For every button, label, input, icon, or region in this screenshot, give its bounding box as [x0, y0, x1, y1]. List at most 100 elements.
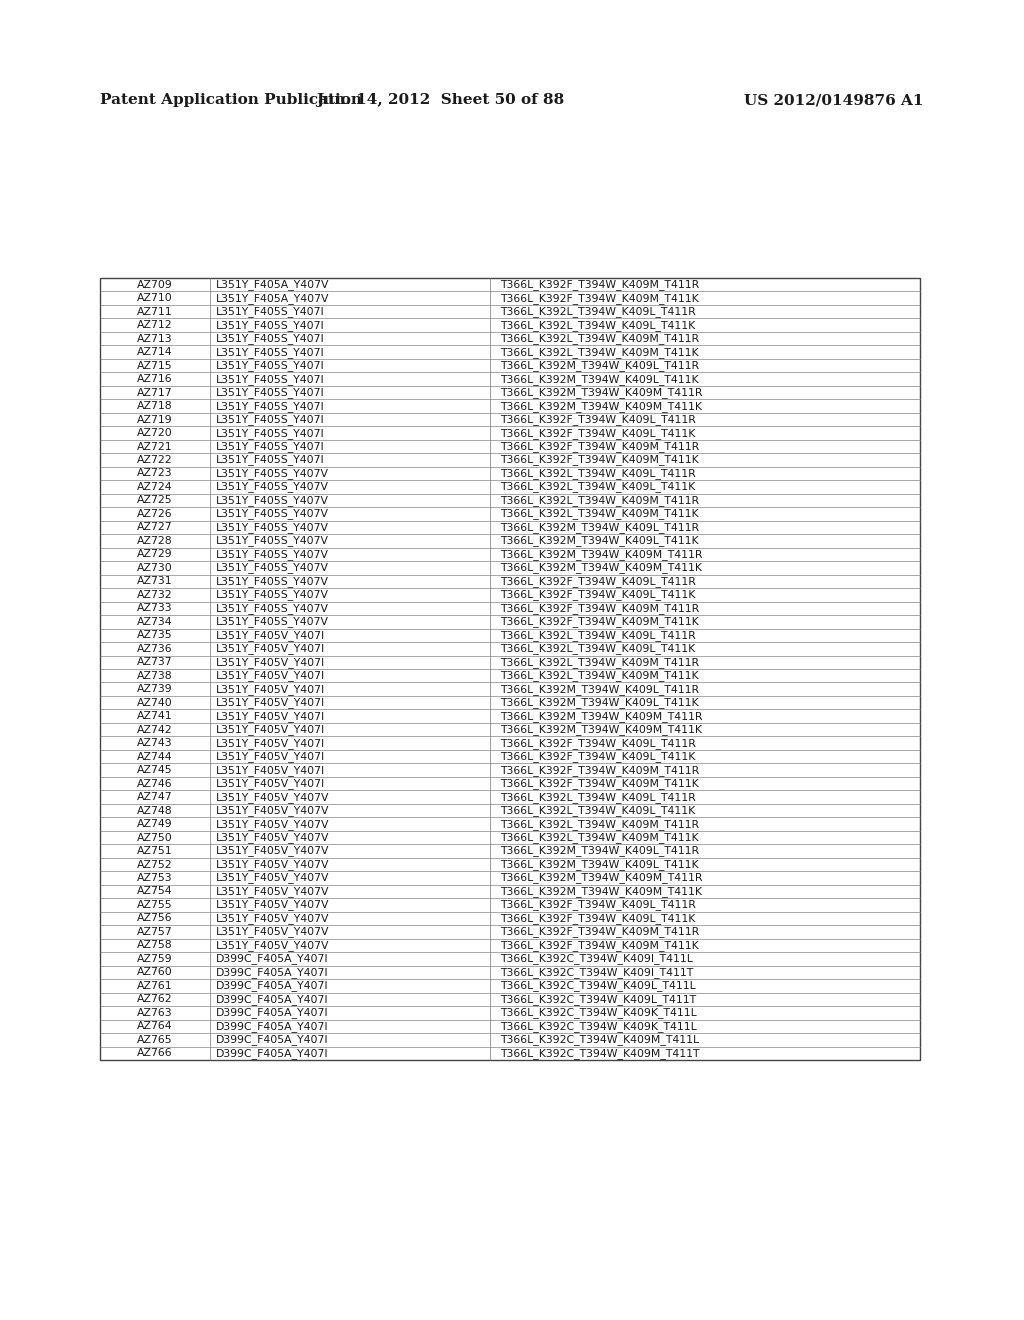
Text: L351Y_F405S_Y407I: L351Y_F405S_Y407I: [216, 306, 325, 317]
Text: L351Y_F405V_Y407I: L351Y_F405V_Y407I: [216, 710, 326, 722]
Text: L351Y_F405A_Y407V: L351Y_F405A_Y407V: [216, 293, 330, 304]
Text: L351Y_F405S_Y407V: L351Y_F405S_Y407V: [216, 508, 329, 519]
Text: T366L_K392C_T394W_K409K_T411L: T366L_K392C_T394W_K409K_T411L: [500, 1007, 696, 1018]
Text: T366L_K392F_T394W_K409L_T411K: T366L_K392F_T394W_K409L_T411K: [500, 913, 695, 924]
Text: L351Y_F405S_Y407V: L351Y_F405S_Y407V: [216, 536, 329, 546]
Bar: [100, 279, 920, 1060]
Text: T366L_K392C_T394W_K409M_T411T: T366L_K392C_T394W_K409M_T411T: [500, 1048, 699, 1059]
Text: AZ754: AZ754: [137, 887, 173, 896]
Text: L351Y_F405V_Y407I: L351Y_F405V_Y407I: [216, 684, 326, 694]
Text: T366L_K392F_T394W_K409L_T411K: T366L_K392F_T394W_K409L_T411K: [500, 751, 695, 762]
Text: AZ714: AZ714: [137, 347, 173, 358]
Text: Patent Application Publication: Patent Application Publication: [100, 92, 362, 107]
Text: T366L_K392L_T394W_K409M_T411R: T366L_K392L_T394W_K409M_T411R: [500, 495, 699, 506]
Text: L351Y_F405S_Y407I: L351Y_F405S_Y407I: [216, 360, 325, 371]
Text: L351Y_F405S_Y407I: L351Y_F405S_Y407I: [216, 333, 325, 345]
Text: AZ710: AZ710: [137, 293, 173, 304]
Text: AZ761: AZ761: [137, 981, 173, 991]
Text: AZ741: AZ741: [137, 711, 173, 721]
Text: D399C_F405A_Y407I: D399C_F405A_Y407I: [216, 1035, 329, 1045]
Text: AZ711: AZ711: [137, 306, 173, 317]
Text: T366L_K392F_T394W_K409M_T411K: T366L_K392F_T394W_K409M_T411K: [500, 616, 698, 627]
Text: T366L_K392L_T394W_K409L_T411K: T366L_K392L_T394W_K409L_T411K: [500, 643, 695, 655]
Text: AZ748: AZ748: [137, 805, 173, 816]
Text: T366L_K392C_T394W_K409L_T411T: T366L_K392C_T394W_K409L_T411T: [500, 994, 696, 1005]
Text: T366L_K392L_T394W_K409M_T411K: T366L_K392L_T394W_K409M_T411K: [500, 671, 698, 681]
Text: AZ740: AZ740: [137, 698, 173, 708]
Text: AZ719: AZ719: [137, 414, 173, 425]
Text: L351Y_F405V_Y407V: L351Y_F405V_Y407V: [216, 792, 330, 803]
Text: T366L_K392L_T394W_K409L_T411R: T366L_K392L_T394W_K409L_T411R: [500, 792, 695, 803]
Text: T366L_K392F_T394W_K409M_T411K: T366L_K392F_T394W_K409M_T411K: [500, 454, 698, 466]
Text: L351Y_F405S_Y407V: L351Y_F405S_Y407V: [216, 469, 329, 479]
Text: T366L_K392L_T394W_K409M_T411R: T366L_K392L_T394W_K409M_T411R: [500, 657, 699, 668]
Text: L351Y_F405V_Y407V: L351Y_F405V_Y407V: [216, 805, 330, 816]
Text: D399C_F405A_Y407I: D399C_F405A_Y407I: [216, 1048, 329, 1059]
Text: L351Y_F405S_Y407I: L351Y_F405S_Y407I: [216, 454, 325, 466]
Text: L351Y_F405V_Y407V: L351Y_F405V_Y407V: [216, 913, 330, 924]
Text: AZ724: AZ724: [137, 482, 173, 492]
Text: T366L_K392M_T394W_K409L_T411R: T366L_K392M_T394W_K409L_T411R: [500, 521, 699, 533]
Text: AZ751: AZ751: [137, 846, 173, 855]
Text: L351Y_F405S_Y407V: L351Y_F405S_Y407V: [216, 616, 329, 627]
Text: AZ730: AZ730: [137, 562, 173, 573]
Text: AZ722: AZ722: [137, 455, 173, 465]
Text: D399C_F405A_Y407I: D399C_F405A_Y407I: [216, 1007, 329, 1018]
Text: T366L_K392F_T394W_K409L_T411R: T366L_K392F_T394W_K409L_T411R: [500, 738, 696, 748]
Text: L351Y_F405V_Y407I: L351Y_F405V_Y407I: [216, 643, 326, 655]
Text: AZ743: AZ743: [137, 738, 173, 748]
Text: L351Y_F405V_Y407V: L351Y_F405V_Y407V: [216, 832, 330, 843]
Text: T366L_K392L_T394W_K409L_T411K: T366L_K392L_T394W_K409L_T411K: [500, 482, 695, 492]
Text: AZ729: AZ729: [137, 549, 173, 560]
Text: L351Y_F405V_Y407V: L351Y_F405V_Y407V: [216, 818, 330, 829]
Text: T366L_K392F_T394W_K409L_T411R: T366L_K392F_T394W_K409L_T411R: [500, 576, 696, 587]
Text: L351Y_F405A_Y407V: L351Y_F405A_Y407V: [216, 280, 330, 290]
Text: L351Y_F405S_Y407V: L351Y_F405S_Y407V: [216, 590, 329, 601]
Text: D399C_F405A_Y407I: D399C_F405A_Y407I: [216, 1020, 329, 1032]
Text: AZ712: AZ712: [137, 321, 173, 330]
Text: AZ757: AZ757: [137, 927, 173, 937]
Text: AZ737: AZ737: [137, 657, 173, 667]
Text: AZ721: AZ721: [137, 441, 173, 451]
Text: L351Y_F405V_Y407I: L351Y_F405V_Y407I: [216, 738, 326, 748]
Text: AZ742: AZ742: [137, 725, 173, 735]
Text: T366L_K392L_T394W_K409L_T411R: T366L_K392L_T394W_K409L_T411R: [500, 630, 695, 640]
Text: AZ726: AZ726: [137, 510, 173, 519]
Text: AZ745: AZ745: [137, 766, 173, 775]
Text: L351Y_F405S_Y407I: L351Y_F405S_Y407I: [216, 428, 325, 438]
Text: AZ764: AZ764: [137, 1022, 173, 1031]
Text: T366L_K392L_T394W_K409L_T411K: T366L_K392L_T394W_K409L_T411K: [500, 319, 695, 330]
Text: L351Y_F405S_Y407I: L351Y_F405S_Y407I: [216, 319, 325, 330]
Text: D399C_F405A_Y407I: D399C_F405A_Y407I: [216, 994, 329, 1005]
Text: AZ747: AZ747: [137, 792, 173, 803]
Text: AZ763: AZ763: [137, 1007, 173, 1018]
Text: L351Y_F405S_Y407V: L351Y_F405S_Y407V: [216, 562, 329, 573]
Text: AZ709: AZ709: [137, 280, 173, 290]
Text: T366L_K392F_T394W_K409M_T411K: T366L_K392F_T394W_K409M_T411K: [500, 293, 698, 304]
Text: L351Y_F405S_Y407V: L351Y_F405S_Y407V: [216, 495, 329, 506]
Text: T366L_K392F_T394W_K409M_T411R: T366L_K392F_T394W_K409M_T411R: [500, 441, 699, 451]
Text: AZ716: AZ716: [137, 374, 173, 384]
Text: L351Y_F405V_Y407I: L351Y_F405V_Y407I: [216, 764, 326, 776]
Text: D399C_F405A_Y407I: D399C_F405A_Y407I: [216, 968, 329, 978]
Text: T366L_K392L_T394W_K409L_T411K: T366L_K392L_T394W_K409L_T411K: [500, 805, 695, 816]
Text: T366L_K392M_T394W_K409M_T411K: T366L_K392M_T394W_K409M_T411K: [500, 401, 702, 412]
Text: T366L_K392C_T394W_K409K_T411L: T366L_K392C_T394W_K409K_T411L: [500, 1020, 696, 1032]
Text: AZ725: AZ725: [137, 495, 173, 506]
Text: L351Y_F405V_Y407I: L351Y_F405V_Y407I: [216, 697, 326, 708]
Text: Jun. 14, 2012  Sheet 50 of 88: Jun. 14, 2012 Sheet 50 of 88: [316, 92, 564, 107]
Text: AZ728: AZ728: [137, 536, 173, 546]
Text: T366L_K392F_T394W_K409M_T411R: T366L_K392F_T394W_K409M_T411R: [500, 927, 699, 937]
Text: T366L_K392F_T394W_K409L_T411K: T366L_K392F_T394W_K409L_T411K: [500, 428, 695, 438]
Text: T366L_K392F_T394W_K409M_T411K: T366L_K392F_T394W_K409M_T411K: [500, 940, 698, 950]
Text: T366L_K392M_T394W_K409M_T411R: T366L_K392M_T394W_K409M_T411R: [500, 873, 702, 883]
Text: T366L_K392L_T394W_K409L_T411R: T366L_K392L_T394W_K409L_T411R: [500, 469, 695, 479]
Text: L351Y_F405V_Y407V: L351Y_F405V_Y407V: [216, 886, 330, 896]
Text: AZ715: AZ715: [137, 360, 173, 371]
Text: AZ746: AZ746: [137, 779, 173, 788]
Text: L351Y_F405S_Y407I: L351Y_F405S_Y407I: [216, 441, 325, 451]
Text: T366L_K392M_T394W_K409L_T411K: T366L_K392M_T394W_K409L_T411K: [500, 859, 698, 870]
Text: L351Y_F405V_Y407I: L351Y_F405V_Y407I: [216, 779, 326, 789]
Text: T366L_K392F_T394W_K409M_T411K: T366L_K392F_T394W_K409M_T411K: [500, 779, 698, 789]
Text: L351Y_F405V_Y407I: L351Y_F405V_Y407I: [216, 657, 326, 668]
